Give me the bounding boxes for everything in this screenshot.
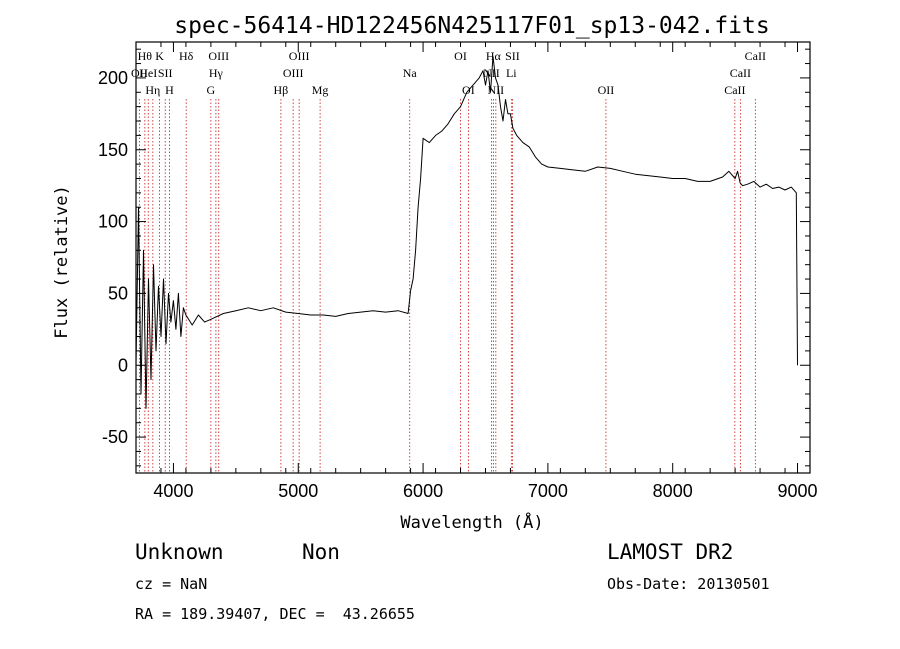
line-label-21: Li bbox=[506, 66, 517, 80]
axis-ticks-layer: 4000 5000 6000 7000 8000 9000 -50 0 50 100 150 200 bbox=[98, 42, 818, 501]
line-label-20: NII bbox=[488, 83, 505, 97]
line-label-0: OII bbox=[131, 66, 148, 80]
y-tick-label-5: 200 bbox=[98, 68, 128, 88]
line-label-9: Hγ bbox=[209, 66, 224, 80]
line-label-14: Mg bbox=[312, 83, 329, 97]
line-label-15: Na bbox=[403, 66, 418, 80]
class-label: Unknown bbox=[135, 540, 224, 564]
y-tick-label-2: 50 bbox=[108, 283, 128, 303]
line-label-11: Hβ bbox=[274, 83, 289, 97]
y-tick-label-3: 100 bbox=[98, 212, 128, 232]
y-tick-label-0: -50 bbox=[102, 427, 128, 447]
y-tick-label-4: 150 bbox=[98, 140, 128, 160]
line-label-19: Hα bbox=[486, 49, 502, 63]
x-tick-label-2: 6000 bbox=[403, 481, 443, 501]
radec-label: RA = 189.39407, DEC = 43.26655 bbox=[135, 605, 415, 623]
x-tick-label-3: 7000 bbox=[528, 481, 568, 501]
survey-label: LAMOST DR2 bbox=[607, 540, 733, 564]
line-label-6: H bbox=[165, 83, 174, 97]
subclass-label: Non bbox=[302, 540, 340, 564]
line-label-16: OI bbox=[454, 49, 467, 63]
plot-frame bbox=[135, 41, 811, 474]
line-label-7: Hδ bbox=[179, 49, 194, 63]
line-label-3: Hη bbox=[145, 83, 160, 97]
obs-date-label: Obs-Date: 20130501 bbox=[607, 575, 770, 593]
line-label-12: OIII bbox=[283, 66, 304, 80]
line-label-10: OIII bbox=[208, 49, 229, 63]
x-tick-label-5: 9000 bbox=[777, 481, 817, 501]
line-label-24: CaII bbox=[724, 83, 745, 97]
emission-lines-layer: OII Hθ HeI Hη K SII H Hδ G Hγ OIII Hβ OIII OIII Mg Na OI… bbox=[131, 49, 766, 473]
line-label-22: SII bbox=[505, 49, 520, 63]
x-axis-label: Wavelength (Å) bbox=[400, 511, 543, 533]
y-tick-label-1: 0 bbox=[118, 355, 128, 375]
line-label-5: SII bbox=[158, 66, 173, 80]
line-label-2: HeI bbox=[139, 66, 157, 80]
line-label-13: OIII bbox=[289, 49, 310, 63]
spectrum-line bbox=[135, 55, 798, 409]
y-axis-label: Flux (relative) bbox=[52, 185, 72, 339]
x-tick-label-1: 5000 bbox=[278, 481, 318, 501]
line-label-1: Hθ bbox=[138, 49, 153, 63]
line-label-23: OII bbox=[598, 83, 615, 97]
line-label-4: K bbox=[155, 49, 164, 63]
cz-label: cz = NaN bbox=[135, 575, 207, 593]
chart-title: spec-56414-HD122456N425117F01_sp13-042.f… bbox=[174, 13, 769, 39]
line-label-25: CaII bbox=[730, 66, 751, 80]
spectrum-layer bbox=[135, 55, 798, 409]
line-label-8: G bbox=[207, 83, 216, 97]
x-tick-label-4: 8000 bbox=[653, 481, 693, 501]
line-label-26: CaII bbox=[745, 49, 766, 63]
x-tick-label-0: 4000 bbox=[153, 481, 193, 501]
